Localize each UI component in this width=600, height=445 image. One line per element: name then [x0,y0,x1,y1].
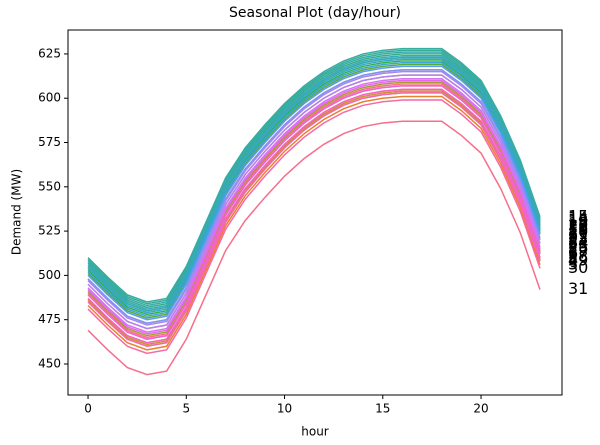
series-label: 26 [568,238,588,257]
series-label: 19 [568,221,588,240]
series-line [87,54,541,310]
series-label: 1 [568,242,578,261]
series-label: 17 [568,214,588,233]
series-label: 23 [568,229,588,248]
series-line [87,81,541,337]
series-line [87,83,541,339]
series-line [87,60,541,316]
series-line [87,79,541,335]
series-line [87,77,541,333]
y-tick-label: 575 [38,135,61,149]
series-line [87,47,541,303]
series-label: 30 [568,258,588,277]
x-tick-label: 15 [375,402,390,416]
y-tick-label: 625 [38,46,61,60]
plot-frame [67,29,563,396]
series-line [87,120,541,376]
y-tick-label: 475 [38,312,61,326]
series-line [87,92,541,348]
series-line [87,69,541,325]
series-label: 16 [568,210,588,229]
y-tick-label: 450 [38,356,61,370]
series-label: 13 [568,212,588,231]
x-axis-label: hour [301,425,329,439]
series-label: 18 [568,217,588,236]
series-line [87,85,541,340]
series-label: 21 [568,224,588,243]
series-label: 25 [568,237,588,256]
series-line [87,56,541,312]
series-label: 20 [568,215,588,234]
series-label: 29 [568,251,588,270]
series-label: 15 [568,206,588,225]
series-line [87,53,541,309]
y-axis-label: Demand (MW) [10,169,24,255]
series-line [87,62,541,317]
series-label: 8 [568,233,578,252]
series-label: 12 [568,215,588,234]
series-line [87,74,541,330]
series-label: 3 [568,254,578,273]
series-label: 22 [568,228,588,247]
series-line [87,95,541,351]
x-tick-label: 10 [277,402,292,416]
x-tick-label: 20 [473,402,488,416]
series-label: 2 [568,247,578,266]
series-label: 31 [568,279,588,298]
series-label: 4 [568,251,578,270]
series-label: 14 [568,208,588,227]
x-tick-label: 5 [182,402,190,416]
series-label: 6 [568,244,578,263]
series-line [87,88,541,344]
series-line [87,90,541,346]
series-line [87,70,541,326]
series-line [87,51,541,307]
series-line [87,63,541,319]
series-label: 7 [568,240,578,259]
chart-title: Seasonal Plot (day/hour) [229,5,401,21]
series-line [87,65,541,321]
series-line [87,49,541,305]
series-label: 27 [568,244,588,263]
series-label: 11 [568,219,588,238]
series-label: 24 [568,233,588,252]
y-tick-label: 550 [38,179,61,193]
y-tick-label: 500 [38,268,61,282]
series-line [87,58,541,314]
y-tick-label: 525 [38,224,61,238]
x-tick-label: 0 [84,402,92,416]
y-tick-label: 600 [38,91,61,105]
series-label: 9 [568,228,578,247]
series-label: 5 [568,249,578,268]
series-label: 28 [568,247,588,266]
series-line [87,99,541,355]
series-label: 10 [568,222,588,241]
